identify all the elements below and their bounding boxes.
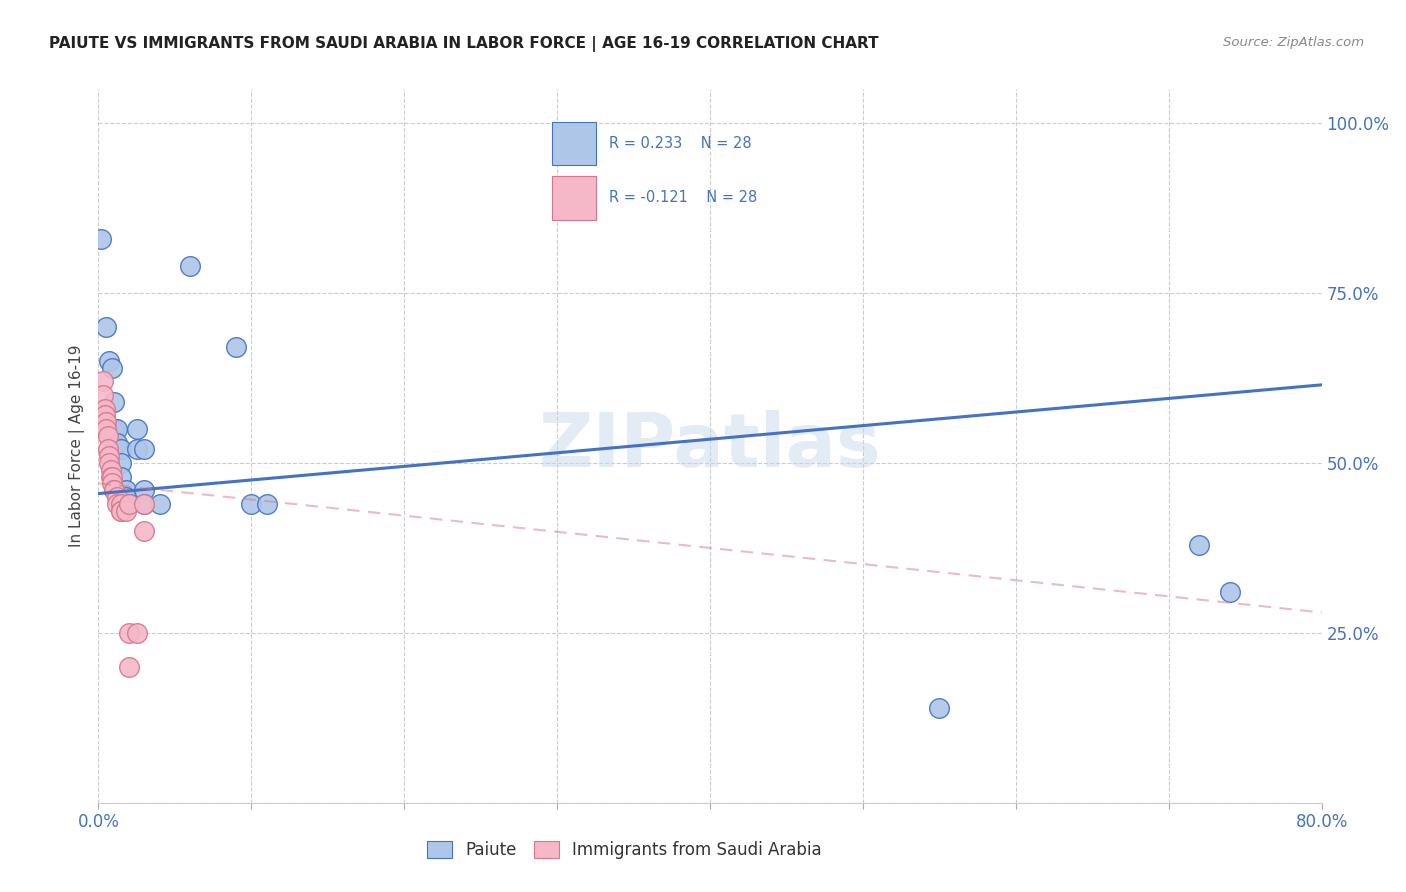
Point: [240, 497, 263, 511]
Point: [93, 401, 115, 416]
Point: [103, 422, 125, 436]
Point: [118, 497, 141, 511]
Point: [98, 354, 121, 368]
Point: [105, 422, 128, 436]
Point: [103, 394, 125, 409]
Point: [149, 497, 172, 511]
Point: [118, 660, 141, 674]
Point: [134, 483, 156, 498]
Point: [928, 700, 950, 714]
Legend: Paiute, Immigrants from Saudi Arabia: Paiute, Immigrants from Saudi Arabia: [420, 834, 828, 866]
Point: [110, 503, 132, 517]
Point: [110, 497, 132, 511]
Point: [93, 409, 115, 423]
Point: [101, 469, 124, 483]
Point: [101, 476, 124, 491]
Point: [110, 456, 132, 470]
Point: [94, 415, 117, 429]
Point: [90, 232, 112, 246]
Point: [225, 341, 247, 355]
Point: [105, 435, 128, 450]
Text: ZIPatlas: ZIPatlas: [538, 409, 882, 483]
Point: [100, 469, 122, 483]
Point: [115, 483, 138, 498]
Point: [115, 490, 138, 504]
Point: [134, 442, 156, 457]
Point: [91, 388, 114, 402]
Point: [94, 422, 117, 436]
Y-axis label: In Labor Force | Age 16-19: In Labor Force | Age 16-19: [69, 344, 84, 548]
Point: [105, 497, 128, 511]
Point: [134, 497, 156, 511]
Point: [94, 320, 117, 334]
Point: [134, 497, 156, 511]
Point: [118, 497, 141, 511]
Point: [118, 497, 141, 511]
Point: [110, 503, 132, 517]
Point: [98, 456, 121, 470]
Text: PAIUTE VS IMMIGRANTS FROM SAUDI ARABIA IN LABOR FORCE | AGE 16-19 CORRELATION CH: PAIUTE VS IMMIGRANTS FROM SAUDI ARABIA I…: [49, 36, 879, 52]
Point: [98, 449, 121, 463]
Point: [125, 626, 148, 640]
Point: [256, 497, 278, 511]
Point: [103, 483, 125, 498]
Point: [118, 626, 141, 640]
Point: [91, 375, 114, 389]
Point: [1219, 585, 1241, 599]
Point: [125, 442, 148, 457]
Point: [110, 442, 132, 457]
Point: [103, 483, 125, 498]
Point: [134, 524, 156, 538]
Point: [97, 429, 120, 443]
Point: [125, 422, 148, 436]
Point: [110, 469, 132, 483]
Text: Source: ZipAtlas.com: Source: ZipAtlas.com: [1223, 36, 1364, 49]
Point: [100, 463, 122, 477]
Point: [105, 490, 128, 504]
Point: [179, 259, 201, 273]
Point: [1188, 537, 1211, 551]
Point: [101, 360, 124, 375]
Point: [97, 442, 120, 457]
Point: [115, 503, 138, 517]
